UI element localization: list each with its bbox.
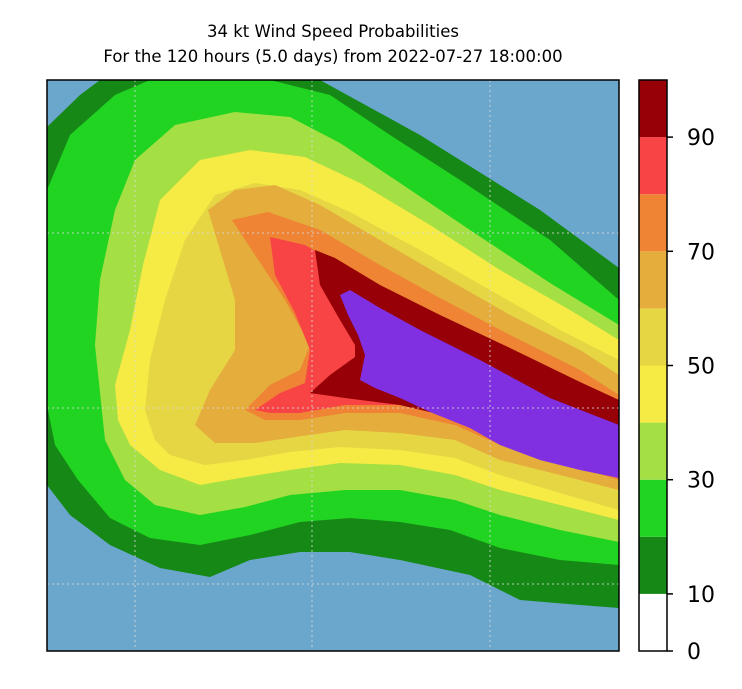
colorbar-tick-label: 30: [687, 469, 715, 494]
chart-title: 34 kt Wind Speed Probabilities: [207, 22, 459, 41]
colorbar-segment-20: [639, 479, 667, 537]
map-frame: [46, 79, 620, 652]
colorbar-segment-40: [639, 365, 667, 423]
colorbar: 0 10 30 50 70 90: [638, 79, 715, 665]
colorbar-segment-10: [639, 536, 667, 594]
colorbar-segment-30: [639, 422, 667, 480]
chart-subtitle: For the 120 hours (5.0 days) from 2022-0…: [103, 47, 562, 66]
colorbar-segment-90: [639, 80, 667, 138]
colorbar-tick-label: 70: [687, 240, 715, 265]
colorbar-segment-60: [639, 251, 667, 309]
colorbar-segment-0: [639, 593, 667, 651]
contour-region-100: [340, 290, 619, 478]
colorbar-tick-label: 50: [687, 355, 715, 380]
map-gridlines: [47, 80, 619, 651]
colorbar-segment-50: [639, 308, 667, 366]
probability-contours: [47, 80, 619, 608]
colorbar-tick-label: 0: [687, 640, 701, 665]
map-plot-area: [47, 80, 619, 651]
colorbar-tick-label: 90: [687, 126, 715, 151]
colorbar-segment-70: [639, 194, 667, 252]
colorbar-tick-label: 10: [687, 583, 715, 608]
colorbar-segment-80: [639, 137, 667, 195]
